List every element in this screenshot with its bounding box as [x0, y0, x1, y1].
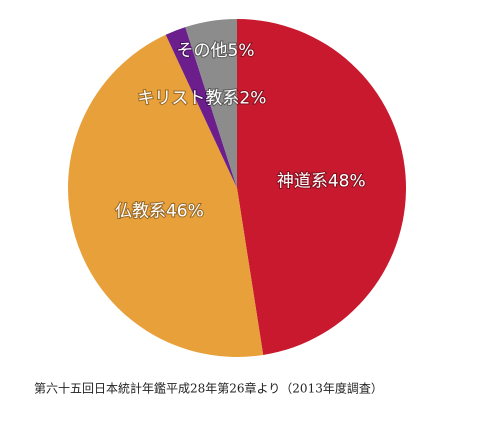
value-label: 2%: [239, 88, 266, 108]
category-label: その他: [177, 41, 228, 61]
value-label: 48%: [328, 171, 366, 191]
slice-label: 神道系48%: [277, 171, 366, 191]
value-label: 5%: [228, 41, 255, 61]
value-label: 46%: [166, 202, 204, 222]
pie-slice: [185, 19, 237, 188]
pie: [68, 19, 406, 357]
pie-slice: [165, 27, 237, 188]
pie-slice: [68, 34, 264, 357]
slice-label: キリスト教系2%: [137, 88, 266, 108]
slice-label: 仏教系46%: [115, 202, 204, 222]
category-label: 仏教系: [115, 202, 166, 222]
category-label: キリスト教系: [137, 88, 239, 108]
slice-label: その他5%: [177, 41, 255, 61]
labels: 神道系48% 仏教系46% キリスト教系2% その他5%: [114, 40, 367, 223]
category-label: 神道系: [277, 171, 328, 191]
pie-slice: [237, 19, 406, 355]
source-note: 第六十五回日本統計年鑑平成28年第26章より（2013年度調査）: [34, 381, 383, 396]
